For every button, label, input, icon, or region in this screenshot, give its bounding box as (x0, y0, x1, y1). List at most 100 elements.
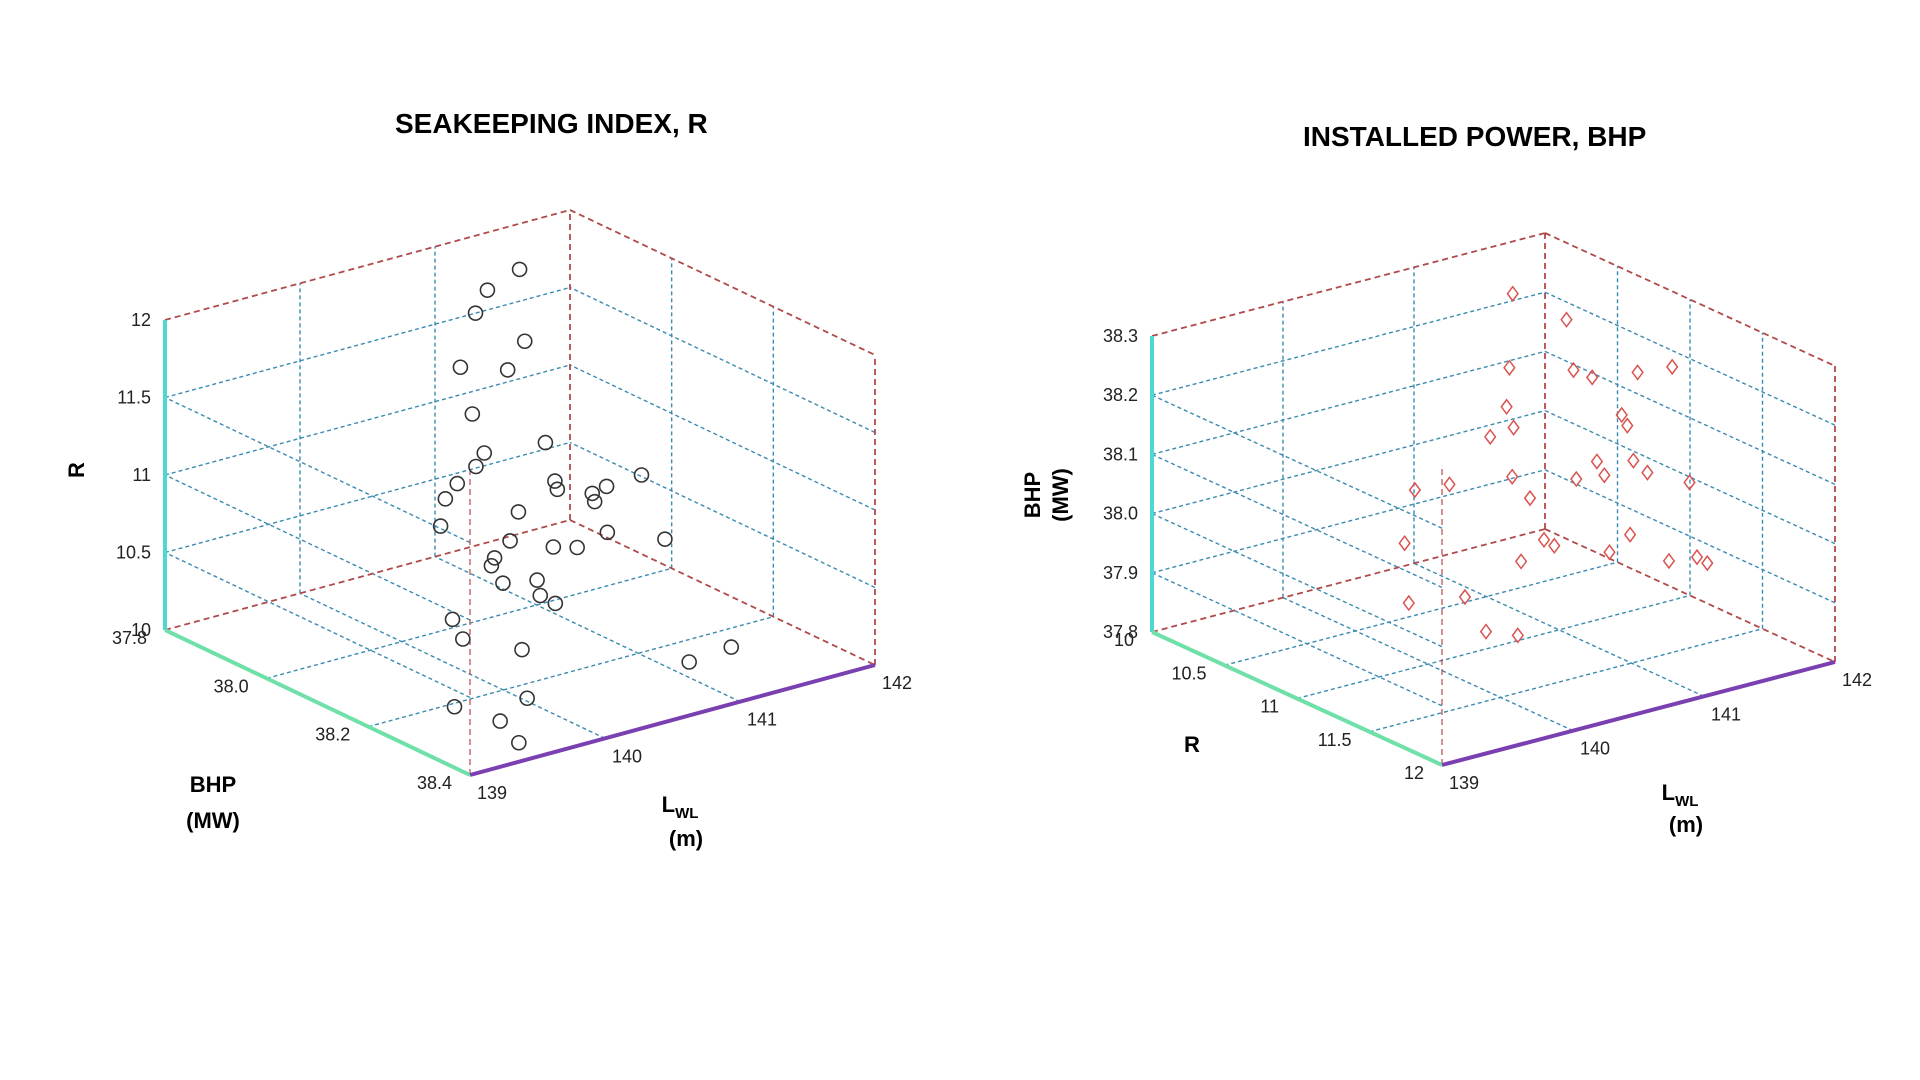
chart1-data-point (1567, 361, 1580, 379)
chart1-data-point (1631, 364, 1644, 381)
chart0-data-point (452, 359, 469, 376)
chart0-data-point (547, 473, 563, 489)
chart0-data-point (464, 406, 481, 422)
chart1-grid-back-horiz (1151, 409, 1546, 515)
chart1-data-point (1503, 359, 1516, 376)
chart0-data-point (514, 641, 530, 658)
chart1-grid-floor-a (1413, 562, 1705, 697)
chart1-dtick-label: 10 (1114, 630, 1134, 650)
chart-title-seakeeping: SEAKEEPING INDEX, R (395, 108, 708, 139)
chart0-grid-side-horiz (569, 364, 876, 511)
chart1-horizontal-axis (1441, 660, 1836, 767)
chart0-data-point (511, 734, 527, 751)
chart1-data-point (1590, 453, 1604, 470)
chart0-grid-left-horiz (164, 551, 471, 699)
chart0-htick-label: 140 (612, 746, 642, 766)
chart1-data-point (1398, 534, 1411, 552)
chart0-edge (569, 209, 876, 356)
chart1-data-point (1615, 406, 1628, 424)
chart0-htick-label: 141 (747, 710, 777, 730)
chart0-data-point (599, 524, 616, 541)
chart0-vtick-label: 11 (132, 465, 151, 485)
chart-title-installed-power: INSTALLED POWER, BHP (1303, 121, 1647, 152)
chart0-data-point (444, 611, 461, 628)
chart1-vertical-axis-unit: (MW) (1048, 468, 1073, 522)
chart1-dtick-label: 11.5 (1318, 730, 1352, 750)
chart0-data-point (483, 557, 500, 574)
chart0-data-point (492, 713, 508, 729)
chart0-data-point (446, 698, 463, 715)
chart1-data-point (1511, 627, 1524, 644)
chart1-vtick-label: 38.3 (1103, 326, 1138, 346)
chart0-data-point (549, 481, 566, 498)
chart0-edge (164, 519, 571, 631)
chart0-htick-label: 139 (477, 783, 507, 803)
chart1-vertical-axis-label: BHP (1020, 472, 1045, 518)
chart0-data-point (598, 478, 615, 495)
chart1-data-point (1641, 464, 1654, 481)
chart1-horizontal-axis-unit: (m) (1669, 812, 1703, 837)
chart1-data-point (1598, 466, 1611, 484)
chart0-dtick-label: 38.4 (417, 773, 452, 793)
chart1-vtick-label: 38.0 (1103, 504, 1138, 524)
chart1-vtick-label: 37.9 (1103, 563, 1138, 583)
chart0-grid-side-horiz (569, 441, 876, 589)
chart1-data-point (1506, 468, 1519, 485)
chart1-data-point (1586, 369, 1599, 386)
chart0-data-point (532, 587, 549, 604)
chart0-depth-axis-label: BHP (190, 772, 236, 797)
chart0-data-point (502, 533, 518, 549)
chart0-data-point (449, 475, 466, 492)
chart1-data-point (1484, 428, 1497, 446)
chart0-dtick-label: 37.8 (112, 628, 147, 648)
chart0-data-point (495, 575, 511, 591)
chart1-data-point (1603, 543, 1616, 561)
chart1-data-point (1683, 474, 1696, 491)
chart0-edge (569, 519, 876, 666)
chart0-data-point (681, 654, 697, 670)
chart0-grid-back-horiz (164, 441, 571, 554)
chart0-data-point (657, 531, 673, 547)
chart0-grid-floor-a (299, 592, 606, 739)
chart1-data-point (1548, 537, 1561, 555)
chart1-data-point (1560, 311, 1573, 328)
chart1-depth-axis (1151, 630, 1443, 767)
chart1-edge (1151, 232, 1546, 337)
chart0-vtick-label: 12 (131, 310, 151, 330)
chart1-dtick-label: 11 (1260, 697, 1279, 717)
chart0-data-point (519, 690, 535, 707)
chart0-data-point (479, 282, 496, 298)
chart1-data-point (1408, 481, 1422, 499)
chart0-data-point (511, 261, 528, 278)
chart1-data-point (1402, 594, 1415, 612)
chart0-vtick-label: 10 (131, 620, 151, 640)
chart1-htick-label: 140 (1580, 739, 1610, 759)
chart1-grid-back-horiz (1151, 291, 1546, 396)
chart0-data-point (476, 445, 493, 461)
chart1-depth-axis-label: R (1184, 732, 1200, 757)
chart0-grid-back-horiz (164, 364, 571, 476)
chart1-data-point (1507, 419, 1520, 436)
chart0-data-point (437, 491, 454, 507)
chart0-data-point (467, 305, 484, 321)
chart1-data-point (1500, 398, 1513, 416)
chart0-data-point (499, 362, 516, 378)
chart1-htick-label: 139 (1449, 773, 1479, 793)
chart0-data-point (569, 539, 585, 556)
chart1-edge (1544, 232, 1836, 367)
chart0-data-point (545, 539, 562, 555)
chart1-data-point (1623, 526, 1637, 543)
chart1-grid-back-horiz (1151, 350, 1546, 456)
chart0-grid-floor-a (434, 556, 741, 703)
chart1-data-point (1514, 553, 1528, 570)
chart0-horizontal-axis-label: LWL (662, 792, 699, 822)
chart1-data-point (1666, 358, 1679, 376)
chart0-grid-left-horiz (164, 474, 471, 621)
chart1-grid-left-horiz (1151, 572, 1443, 707)
chart1-grid-floor-b (1369, 628, 1763, 733)
chart1-htick-label: 141 (1711, 704, 1741, 724)
chart0-depth-axis-unit: (MW) (186, 808, 240, 833)
chart1-data-point (1458, 588, 1472, 606)
chart0-edge (164, 209, 571, 321)
